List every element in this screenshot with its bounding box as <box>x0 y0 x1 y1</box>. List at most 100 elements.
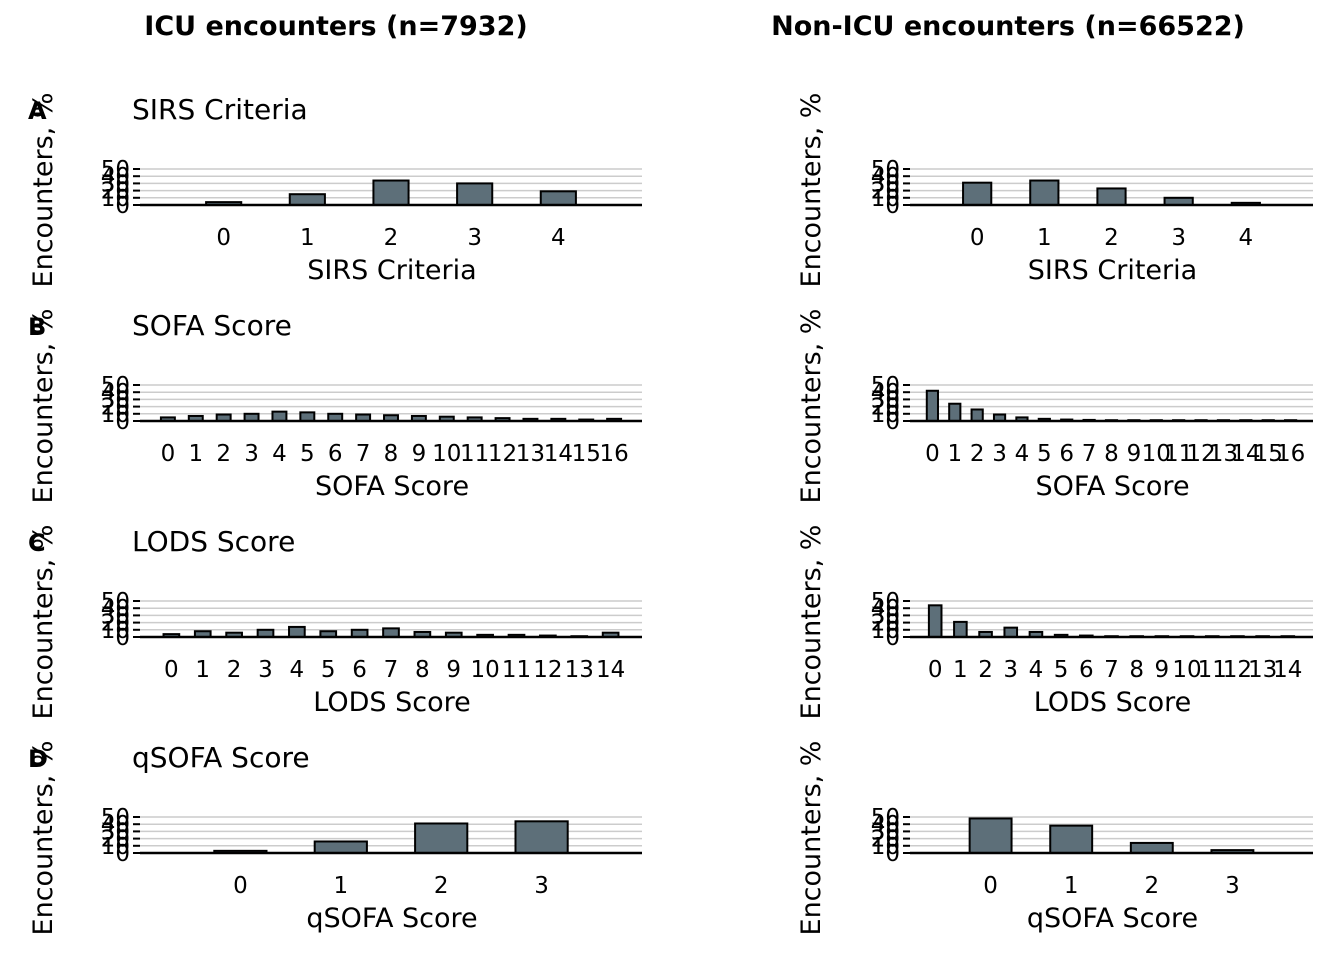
x-tick-label: 0 <box>983 873 998 899</box>
bar-4 <box>539 190 577 207</box>
y-tick-label: 40 <box>101 596 130 622</box>
y-axis-label: Encounters, % <box>796 309 827 504</box>
x-tick-label: 13 <box>516 441 545 467</box>
x-tick-label: 7 <box>1082 441 1097 467</box>
x-tick-label: 4 <box>290 657 305 683</box>
y-axis-label: Encounters, % <box>28 525 59 720</box>
x-tick-label: 2 <box>216 441 231 467</box>
y-tick-label: 20 <box>871 827 900 853</box>
x-tick-label: 10 <box>1142 441 1171 467</box>
y-tick-label: 0 <box>885 193 900 219</box>
y-tick-label: 10 <box>101 186 130 212</box>
y-tick-label: 40 <box>871 596 900 622</box>
y-tick-label: 0 <box>885 625 900 651</box>
y-tick-label: 40 <box>871 164 900 190</box>
bar-5 <box>299 411 316 422</box>
x-tick-label: 1 <box>1037 225 1052 251</box>
bar-1 <box>953 620 968 639</box>
y-tick-label: 0 <box>115 841 130 867</box>
x-tick-label: 3 <box>1003 657 1018 683</box>
y-axis-label: Encounters, % <box>796 93 827 288</box>
x-axis-label: LODS Score <box>313 687 470 718</box>
bar-0 <box>968 817 1013 855</box>
y-tick-label: 20 <box>101 395 130 421</box>
bar-3 <box>456 182 494 206</box>
x-tick-label: 6 <box>328 441 343 467</box>
x-tick-label: 15 <box>1254 441 1283 467</box>
x-tick-label: 0 <box>216 225 231 251</box>
y-tick-label: 0 <box>885 841 900 867</box>
x-axis-label: qSOFA Score <box>306 903 477 934</box>
panel-title: qSOFA Score <box>132 741 310 774</box>
x-tick-label: 14 <box>1273 657 1302 683</box>
panel-title: SOFA Score <box>132 309 292 342</box>
x-tick-label: 11 <box>1198 657 1227 683</box>
x-tick-label: 1 <box>953 657 968 683</box>
x-tick-label: 2 <box>978 657 993 683</box>
bar-7 <box>382 627 400 638</box>
x-tick-label: 1 <box>1064 873 1079 899</box>
x-tick-label: 4 <box>1239 225 1254 251</box>
y-axis-label: Encounters, % <box>28 93 59 288</box>
x-tick-label: 11 <box>460 441 489 467</box>
x-tick-label: 0 <box>164 657 179 683</box>
x-tick-label: 12 <box>533 657 562 683</box>
x-tick-label: 1 <box>300 225 315 251</box>
y-tick-label: 50 <box>101 373 130 399</box>
x-tick-label: 13 <box>1248 657 1277 683</box>
panel-letter: D <box>28 745 48 773</box>
x-axis-label: qSOFA Score <box>1027 903 1198 934</box>
x-tick-label: 3 <box>1225 873 1240 899</box>
panel-title: LODS Score <box>132 525 295 558</box>
x-tick-label: 9 <box>1127 441 1142 467</box>
x-axis-label: SIRS Criteria <box>307 255 476 286</box>
y-tick-label: 50 <box>871 373 900 399</box>
y-tick-label: 50 <box>871 589 900 615</box>
y-tick-label: 50 <box>101 805 130 831</box>
x-tick-label: 0 <box>970 225 985 251</box>
bar-4 <box>288 625 306 638</box>
x-tick-label: 14 <box>544 441 573 467</box>
x-tick-label: 13 <box>565 657 594 683</box>
x-tick-label: 4 <box>1015 441 1030 467</box>
x-tick-label: 3 <box>467 225 482 251</box>
x-tick-label: 3 <box>992 441 1007 467</box>
x-tick-label: 6 <box>1059 441 1074 467</box>
x-tick-label: 2 <box>970 441 985 467</box>
bar-2 <box>414 822 469 854</box>
x-tick-label: 4 <box>272 441 287 467</box>
x-tick-label: 5 <box>300 441 315 467</box>
y-tick-label: 40 <box>101 812 130 838</box>
y-tick-label: 20 <box>101 179 130 205</box>
y-tick-label: 10 <box>101 834 130 860</box>
x-tick-label: 12 <box>1186 441 1215 467</box>
bar-0 <box>962 181 993 206</box>
x-tick-label: 1 <box>188 441 203 467</box>
bar-0 <box>925 389 939 423</box>
x-tick-label: 7 <box>384 657 399 683</box>
x-tick-label: 6 <box>1079 657 1094 683</box>
x-tick-label: 6 <box>352 657 367 683</box>
x-tick-label: 9 <box>412 441 427 467</box>
x-tick-label: 2 <box>1104 225 1119 251</box>
bar-1 <box>288 193 326 206</box>
x-tick-label: 3 <box>244 441 259 467</box>
x-tick-label: 11 <box>502 657 531 683</box>
x-tick-label: 8 <box>1104 441 1119 467</box>
y-tick-label: 50 <box>101 157 130 183</box>
x-tick-label: 10 <box>470 657 499 683</box>
x-tick-label: 4 <box>1029 657 1044 683</box>
y-tick-label: 0 <box>115 625 130 651</box>
column-title-non-icu: Non-ICU encounters (n=66522) <box>771 11 1245 42</box>
x-tick-label: 11 <box>1164 441 1193 467</box>
bar-2 <box>1096 187 1127 207</box>
x-axis-label: SOFA Score <box>1035 471 1189 502</box>
y-tick-label: 40 <box>101 380 130 406</box>
x-tick-label: 0 <box>161 441 176 467</box>
x-tick-label: 7 <box>1104 657 1119 683</box>
